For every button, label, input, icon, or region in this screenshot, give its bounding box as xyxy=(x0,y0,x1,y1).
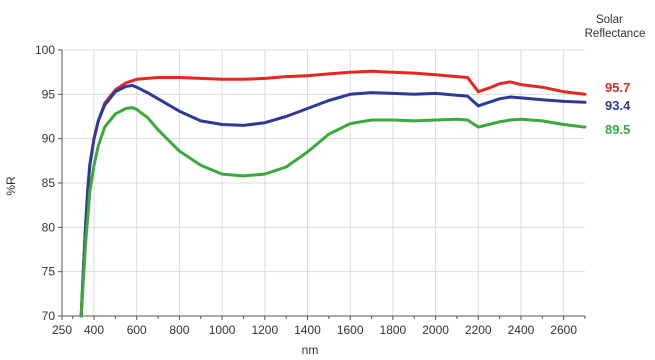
series-value-label-1: 95.7 xyxy=(605,80,630,95)
y-tick-label: 80 xyxy=(42,220,56,234)
x-tick-label: 2600 xyxy=(550,323,577,337)
series-line-3 xyxy=(79,106,587,318)
y-tick-label: 100 xyxy=(35,43,55,57)
x-tick-label: 2000 xyxy=(422,323,449,337)
x-tick-label: 600 xyxy=(127,323,147,337)
x-tick-label: 400 xyxy=(84,323,104,337)
y-tick-label: 90 xyxy=(42,132,56,146)
series-value-labels: 95.7 93.4 89.5 xyxy=(605,80,631,137)
series-line-2 xyxy=(79,84,587,318)
x-tick-label: 1800 xyxy=(380,323,407,337)
x-tick-label: 1400 xyxy=(294,323,321,337)
legend-title-line-2: Reflectance xyxy=(585,28,646,40)
legend-title-line-1: Solar xyxy=(596,14,623,26)
series-line-1 xyxy=(79,69,587,318)
legend-title: Solar Reflectance xyxy=(585,14,646,40)
y-tick-label: 75 xyxy=(42,265,56,279)
y-tick-label: 95 xyxy=(42,87,56,101)
x-tick-label: 1000 xyxy=(209,323,236,337)
x-tick-label: 1600 xyxy=(337,323,364,337)
x-tick-label: 1200 xyxy=(251,323,278,337)
y-tick-label: 85 xyxy=(42,176,56,190)
y-axis-label: %R xyxy=(4,176,18,196)
grid xyxy=(62,49,585,316)
x-axis-label: nm xyxy=(302,343,319,357)
series-value-label-3: 89.5 xyxy=(605,122,630,137)
x-tick-label: 2200 xyxy=(465,323,492,337)
axes xyxy=(58,49,586,320)
tick-labels: 250 400 600 800 1000 1200 1400 1600 1800 2000 2200… xyxy=(35,43,577,337)
y-tick-label: 70 xyxy=(42,309,56,323)
x-tick-label: 2400 xyxy=(508,323,535,337)
x-tick-label: 800 xyxy=(169,323,189,337)
series-value-label-2: 93.4 xyxy=(605,98,631,113)
series-lines xyxy=(79,69,587,318)
x-tick-label: 250 xyxy=(52,323,72,337)
